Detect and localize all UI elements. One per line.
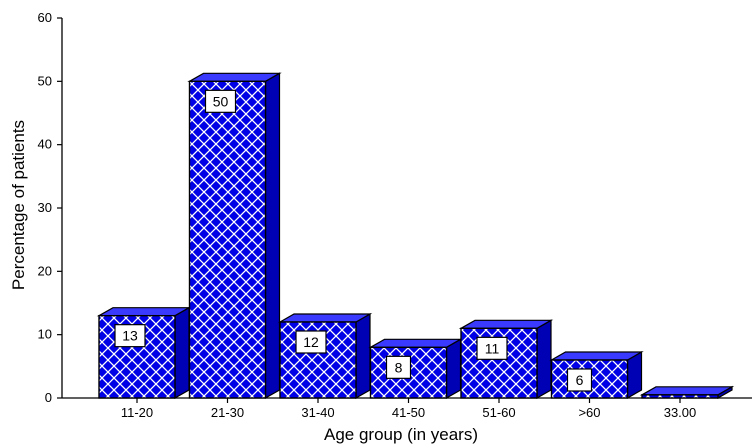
bar-top (96, 307, 192, 317)
bar-side (445, 338, 462, 400)
data-label-box (114, 324, 146, 348)
bar-side (174, 306, 190, 400)
x-tick-label: 51-60 (482, 405, 515, 420)
bar-top (277, 313, 373, 323)
y-tick-label: 50 (38, 73, 52, 88)
data-label: 50 (213, 93, 229, 109)
x-tick-label: 33.00 (664, 405, 697, 420)
y-tick-label: 30 (38, 200, 52, 215)
y-axis-title: Percentage of patients (9, 120, 28, 290)
data-labels: 13 50 12 8 11 6 (114, 89, 593, 392)
bar-top (458, 319, 554, 329)
y-tick-label: 20 (38, 263, 52, 278)
x-tick-label: >60 (578, 405, 600, 420)
x-axis-title: Age group (in years) (324, 425, 478, 444)
data-label: 6 (576, 372, 584, 388)
y-tick-label: 10 (38, 327, 52, 342)
bar (641, 394, 719, 399)
data-label-box (385, 355, 412, 379)
data-label-box (566, 368, 593, 392)
y-tick-label: 40 (38, 137, 52, 152)
data-label-box (295, 330, 327, 354)
y-tick-label: 60 (38, 10, 52, 25)
data-label-box (204, 89, 237, 113)
data-label: 12 (303, 334, 319, 350)
x-tick-label: 11-20 (121, 405, 153, 420)
bar-top (368, 338, 463, 348)
axes: 0 10 20 30 40 50 60 11-20 21-30 31-40 41-50 51-60 >6… (38, 10, 752, 420)
data-label: 11 (485, 340, 500, 356)
bar-top (549, 351, 644, 361)
x-tick-label: 41-50 (392, 405, 425, 420)
bar-top (639, 386, 735, 396)
bar-side (264, 72, 281, 400)
y-tick-label: 0 (45, 390, 52, 405)
data-label: 8 (395, 359, 403, 375)
data-label: 13 (122, 328, 138, 344)
bar (188, 80, 267, 399)
x-tick-label: 21-30 (211, 405, 244, 420)
bar-side (355, 312, 371, 400)
x-tick-label: 31-40 (301, 405, 334, 420)
bar-top (187, 72, 282, 82)
data-label-box (476, 336, 508, 360)
bar-side (536, 319, 552, 400)
bars (96, 72, 735, 400)
